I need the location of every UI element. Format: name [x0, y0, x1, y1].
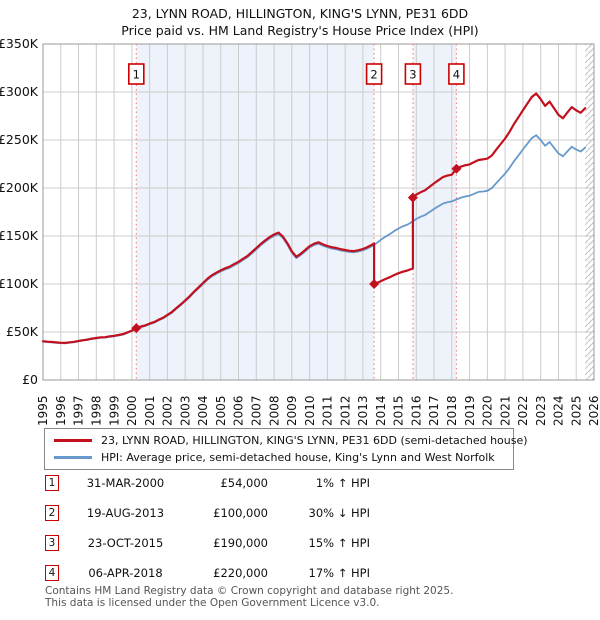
x-tick-label: 2011 [321, 395, 335, 426]
transaction-date: 06-APR-2018 [88, 566, 163, 580]
x-tick-label: 2022 [516, 395, 530, 426]
x-tick-label: 2009 [285, 395, 299, 426]
x-tick-label: 2014 [374, 395, 388, 426]
sale-marker-box [448, 63, 465, 85]
y-tick-label: £100K [0, 276, 39, 291]
x-tick-label: 1999 [107, 395, 121, 426]
x-tick-label: 2012 [338, 395, 352, 426]
x-tick-label: 2007 [250, 395, 264, 426]
transaction-delta: 1% ↑ HPI [315, 476, 370, 490]
ownership-band [136, 44, 375, 380]
sale-marker-diamond [407, 192, 418, 203]
transaction-row: 3 23-OCT-2015 £190,000 15% ↑ HPI [45, 528, 375, 558]
x-tick-label: 2000 [125, 395, 139, 426]
legend-row-hpi: HPI: Average price, semi-detached house,… [54, 449, 509, 466]
property-line-swatch [54, 439, 92, 442]
transaction-date: 23-OCT-2015 [87, 536, 164, 550]
transaction-delta: 15% ↑ HPI [308, 536, 370, 550]
transaction-delta: 30% ↓ HPI [308, 506, 370, 520]
sale-marker-box [128, 63, 145, 85]
y-tick-label: £300K [0, 84, 39, 99]
transaction-date: 19-AUG-2013 [86, 506, 165, 520]
x-tick-label: 2016 [410, 395, 424, 426]
sale-marker-number: 2 [370, 68, 377, 82]
transaction-date: 31-MAR-2000 [86, 476, 165, 490]
ownership-band [412, 44, 457, 380]
transactions-table: 1 31-MAR-2000 £54,000 1% ↑ HPI 2 19-AUG-2013 £… [45, 468, 375, 588]
transaction-row: 4 06-APR-2018 £220,000 17% ↑ HPI [45, 558, 375, 588]
y-tick-label: £150K [0, 228, 39, 243]
plot-border [42, 43, 595, 381]
x-tick-label: 1998 [90, 395, 104, 426]
future-hatch-region [585, 44, 594, 380]
transaction-price: £100,000 [213, 506, 268, 520]
sale-marker-box [365, 63, 383, 85]
footer-line-2: This data is licensed under the Open Gov… [45, 596, 380, 609]
sale-marker-number: 3 [409, 68, 416, 82]
footer: Contains HM Land Registry data © Crown c… [45, 585, 454, 609]
x-tick-label: 2023 [534, 395, 548, 426]
transaction-row: 2 19-AUG-2013 £100,000 30% ↓ HPI [45, 498, 375, 528]
sale-marker-number: 1 [133, 68, 140, 82]
x-tick-label: 2015 [392, 395, 406, 426]
price-chart: 1 2 3 4 £0 £50K £100K £150K £200K £250K £300K £350K… [0, 36, 600, 426]
legend-label-property: 23, LYNN ROAD, HILLINGTON, KING'S LYNN, … [101, 434, 528, 447]
legend-row-property: 23, LYNN ROAD, HILLINGTON, KING'S LYNN, … [54, 432, 528, 449]
y-tick-label: £200K [0, 180, 39, 195]
x-tick-label: 2017 [427, 395, 441, 426]
transaction-number-box: 1 [45, 475, 59, 491]
footer-line-1: Contains HM Land Registry data © Crown c… [45, 585, 454, 597]
page-title: 23, LYNN ROAD, HILLINGTON, KING'S LYNN, … [131, 6, 469, 21]
y-tick-label: £250K [0, 132, 39, 147]
sale-marker-diamond [451, 163, 462, 174]
sale-marker-diamond [369, 279, 380, 289]
sale-marker-box [404, 63, 422, 85]
x-tick-label: 2018 [445, 395, 459, 426]
x-tick-label: 2001 [143, 395, 157, 426]
y-tick-label: £350K [0, 36, 39, 51]
x-tick-label: 2013 [356, 395, 370, 426]
chart-legend: 23, LYNN ROAD, HILLINGTON, KING'S LYNN, … [44, 428, 528, 470]
transaction-price: £220,000 [213, 566, 268, 580]
y-tick-label: £50K [6, 324, 39, 339]
x-tick-label: 2019 [463, 395, 477, 426]
x-tick-label: 2025 [569, 395, 583, 426]
x-tick-label: 2026 [587, 395, 600, 426]
x-tick-label: 2004 [196, 395, 210, 426]
transaction-delta: 17% ↑ HPI [308, 566, 370, 580]
sale-marker-diamond [131, 323, 142, 334]
transaction-price: £54,000 [220, 476, 268, 490]
x-tick-label: 1996 [54, 395, 68, 426]
hpi-line-swatch [54, 456, 92, 459]
legend-label-hpi: HPI: Average price, semi-detached house,… [101, 451, 495, 464]
x-tick-label: 2005 [214, 395, 228, 426]
page-subtitle: Price paid vs. HM Land Registry's House … [121, 23, 479, 38]
x-tick-label: 2021 [498, 395, 512, 426]
y-tick-label: £0 [22, 372, 38, 387]
x-tick-label: 2010 [303, 395, 317, 426]
x-tick-label: 2020 [481, 395, 495, 426]
x-tick-label: 2003 [178, 395, 192, 426]
transaction-number-box: 2 [45, 505, 59, 521]
x-tick-label: 1995 [36, 395, 50, 426]
transaction-number-box: 4 [45, 565, 59, 581]
x-tick-label: 2002 [161, 395, 175, 426]
transaction-row: 1 31-MAR-2000 £54,000 1% ↑ HPI [45, 468, 375, 498]
x-tick-label: 2006 [232, 395, 246, 426]
x-tick-label: 1997 [72, 395, 86, 426]
transaction-price: £190,000 [213, 536, 268, 550]
transaction-number-box: 3 [45, 535, 59, 551]
x-tick-label: 2024 [552, 395, 566, 426]
sale-marker-number: 4 [453, 68, 460, 82]
x-tick-label: 2008 [267, 395, 281, 426]
